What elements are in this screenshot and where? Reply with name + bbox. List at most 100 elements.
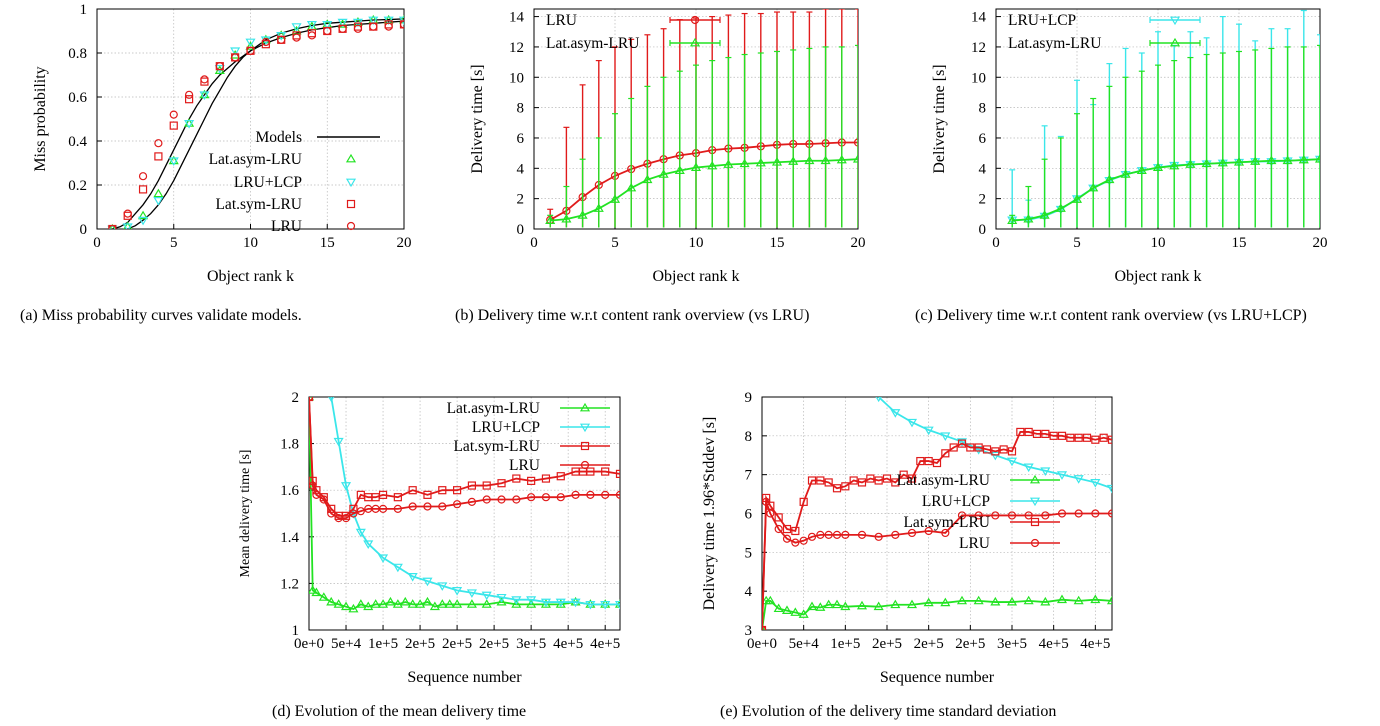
- data-point: [368, 16, 379, 26]
- legend-label: Lat.sym-LRU: [215, 196, 302, 213]
- data-point: [466, 599, 477, 608]
- legend-label: LRU+LCP: [234, 174, 302, 191]
- data-point: [882, 474, 892, 483]
- data-point: [614, 600, 620, 610]
- x-tick-label: 2e+5: [442, 636, 472, 652]
- data-point: [561, 213, 572, 223]
- data-point: [586, 490, 595, 499]
- data-point: [990, 451, 1001, 461]
- data-point: [990, 596, 1001, 606]
- data-point: [556, 493, 565, 502]
- data-point: [765, 595, 776, 605]
- legend-entry: Models: [256, 129, 380, 146]
- data-point: [541, 474, 551, 483]
- legend-marker: [579, 423, 591, 433]
- data-point: [452, 586, 463, 596]
- legend-entry: LRU+LCP: [922, 493, 1060, 510]
- data-point: [422, 596, 433, 606]
- data-point: [392, 599, 403, 608]
- data-point: [437, 599, 448, 608]
- data-point: [924, 456, 933, 466]
- data-point: [1049, 431, 1058, 440]
- data-point: [168, 155, 179, 165]
- series-line: [762, 501, 1112, 630]
- data-point: [438, 502, 447, 511]
- x-axis-label: Sequence number: [407, 669, 522, 686]
- data-point: [815, 602, 826, 611]
- data-point: [755, 157, 766, 167]
- data-point: [956, 595, 968, 605]
- data-point: [1107, 435, 1112, 444]
- y-tick-label: 0.8: [68, 46, 87, 62]
- series-lru: [108, 20, 404, 229]
- legend-entry: Lat.asym-LRU: [1008, 35, 1201, 52]
- data-point: [762, 497, 771, 506]
- data-point: [512, 495, 521, 504]
- y-tick-label: 7: [745, 468, 753, 484]
- data-point: [707, 160, 718, 170]
- y-axis-label: Delivery time 1.96*Stddev [s]: [701, 417, 718, 611]
- data-point: [482, 495, 491, 504]
- data-point: [899, 470, 908, 479]
- legend-entry: Lat.asym-LRU: [897, 472, 1060, 489]
- data-point: [511, 596, 522, 605]
- data-point: [593, 203, 604, 212]
- data-point: [291, 23, 302, 32]
- series-line: [309, 397, 620, 520]
- data-point: [1282, 155, 1293, 165]
- data-point: [312, 490, 321, 499]
- data-point: [526, 599, 537, 608]
- data-point: [276, 30, 287, 39]
- chart-c: 0 5 10 15 20 0 2 4 6 8 10 12 14 Object rank k Delivery…: [931, 8, 1328, 285]
- data-point: [292, 31, 301, 40]
- data-point: [540, 598, 552, 608]
- legend-entry: LRU+LCP: [1008, 12, 1201, 29]
- data-point: [774, 524, 783, 534]
- data-point: [349, 509, 358, 518]
- data-point: [363, 540, 374, 549]
- data-point: [230, 47, 241, 56]
- data-point: [1032, 429, 1042, 438]
- x-tick-label: 10: [689, 235, 704, 251]
- data-point: [1104, 174, 1115, 184]
- data-point: [923, 426, 934, 436]
- data-point: [824, 530, 833, 539]
- data-point: [355, 599, 366, 608]
- data-point: [377, 554, 389, 563]
- data-point: [384, 20, 393, 29]
- data-point: [916, 456, 925, 466]
- data-point: [816, 476, 825, 485]
- data-point: [1152, 162, 1164, 171]
- data-point: [974, 511, 983, 520]
- legend-label: Lat.asym-LRU: [447, 400, 540, 417]
- data-point: [690, 162, 702, 171]
- data-point: [444, 599, 455, 608]
- y-tick-label: 8: [517, 101, 525, 117]
- data-point: [231, 53, 240, 62]
- y-tick-label: 8: [745, 429, 753, 445]
- data-point: [991, 447, 1000, 456]
- data-point: [348, 603, 359, 613]
- data-point: [438, 486, 447, 495]
- data-point: [109, 223, 116, 229]
- data-point: [407, 573, 418, 582]
- data-point: [169, 121, 178, 130]
- data-point: [1074, 509, 1083, 518]
- caption-e: (e) Evolution of the delivery time stand…: [720, 703, 1057, 720]
- y-tick-label: 0.4: [68, 134, 87, 150]
- x-tick-label: 5e+4: [331, 636, 362, 652]
- data-point: [123, 209, 132, 218]
- data-point: [108, 224, 117, 229]
- data-point: [932, 458, 942, 468]
- data-point: [658, 169, 669, 178]
- data-point: [363, 601, 374, 611]
- data-point: [245, 41, 256, 50]
- data-point: [570, 598, 581, 608]
- legend-entry: Lat.sym-LRU: [903, 514, 1060, 531]
- series-lat-asym-lru: [309, 397, 620, 613]
- data-point: [832, 484, 842, 493]
- data-point: [1056, 471, 1068, 480]
- x-tick-label: 5e+4: [789, 636, 820, 652]
- data-point: [907, 474, 917, 483]
- data-point: [1073, 475, 1084, 484]
